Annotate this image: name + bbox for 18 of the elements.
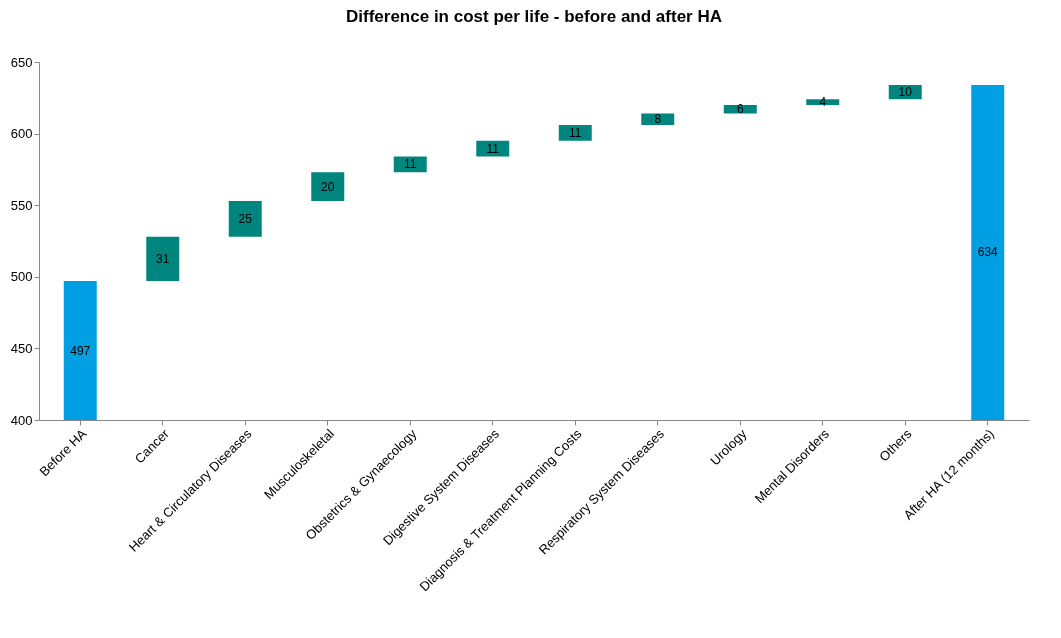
y-tick-label: 450 <box>10 340 33 356</box>
y-tick-label: 400 <box>10 412 33 428</box>
chart-title: Difference in cost per life - before and after HA <box>346 7 722 26</box>
data-label: 25 <box>238 211 253 226</box>
data-label: 634 <box>977 245 999 260</box>
data-label: 11 <box>569 125 582 140</box>
data-label: 8 <box>654 112 662 127</box>
data-label: 31 <box>156 251 170 266</box>
data-label: 6 <box>736 102 744 117</box>
data-label: 20 <box>321 179 335 194</box>
data-label: 10 <box>898 85 913 100</box>
data-label: 497 <box>70 343 91 358</box>
y-tick-label: 500 <box>10 269 33 285</box>
y-tick-label: 550 <box>10 197 33 213</box>
data-label: 11 <box>404 157 417 172</box>
y-tick-label: 650 <box>10 54 33 70</box>
data-label: 11 <box>486 141 500 156</box>
y-tick-label: 600 <box>10 126 33 142</box>
